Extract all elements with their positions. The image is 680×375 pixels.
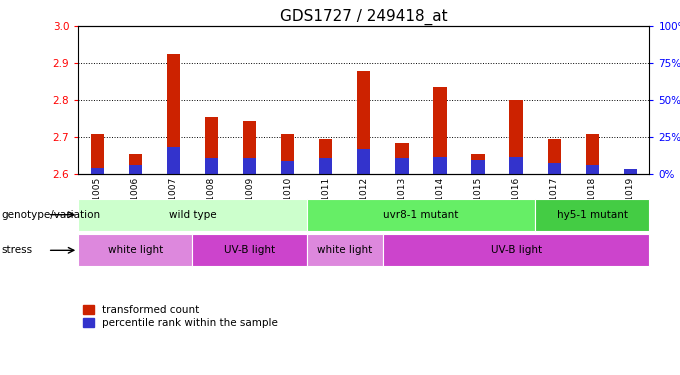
Bar (509, 157, 523, 174)
Bar (535, 199, 649, 231)
Text: UV-B light: UV-B light (490, 245, 542, 255)
Bar (281, 134, 294, 174)
Text: white light: white light (107, 245, 163, 255)
Bar (307, 234, 383, 266)
Title: GDS1727 / 249418_at: GDS1727 / 249418_at (280, 9, 447, 25)
Bar (585, 134, 599, 174)
Bar (167, 147, 180, 174)
Bar (471, 160, 485, 174)
Bar (205, 117, 218, 174)
Text: hy5-1 mutant: hy5-1 mutant (557, 210, 628, 220)
Bar (243, 158, 256, 174)
Bar (90, 134, 104, 174)
Bar (307, 199, 535, 231)
Bar (585, 165, 599, 174)
Bar (243, 121, 256, 174)
Bar (357, 149, 371, 174)
Bar (319, 158, 333, 174)
Bar (547, 163, 561, 174)
Bar (167, 54, 180, 174)
Text: UV-B light: UV-B light (224, 245, 275, 255)
Bar (433, 87, 447, 174)
Bar (471, 154, 485, 174)
Text: white light: white light (317, 245, 373, 255)
Legend: transformed count, percentile rank within the sample: transformed count, percentile rank withi… (84, 305, 278, 328)
Bar (90, 168, 104, 174)
Bar (319, 139, 333, 174)
Bar (509, 100, 523, 174)
Bar (547, 139, 561, 174)
Text: stress: stress (1, 245, 33, 255)
Text: uvr8-1 mutant: uvr8-1 mutant (384, 210, 458, 220)
Text: wild type: wild type (169, 210, 216, 220)
Bar (129, 154, 142, 174)
Bar (395, 143, 409, 174)
Bar (281, 161, 294, 174)
Bar (129, 165, 142, 174)
Bar (383, 234, 649, 266)
Text: genotype/variation: genotype/variation (1, 210, 101, 220)
Bar (357, 71, 371, 174)
Bar (433, 157, 447, 174)
Bar (78, 199, 307, 231)
Bar (78, 234, 192, 266)
Bar (192, 234, 307, 266)
Bar (205, 158, 218, 174)
Bar (624, 169, 637, 174)
Bar (395, 158, 409, 174)
